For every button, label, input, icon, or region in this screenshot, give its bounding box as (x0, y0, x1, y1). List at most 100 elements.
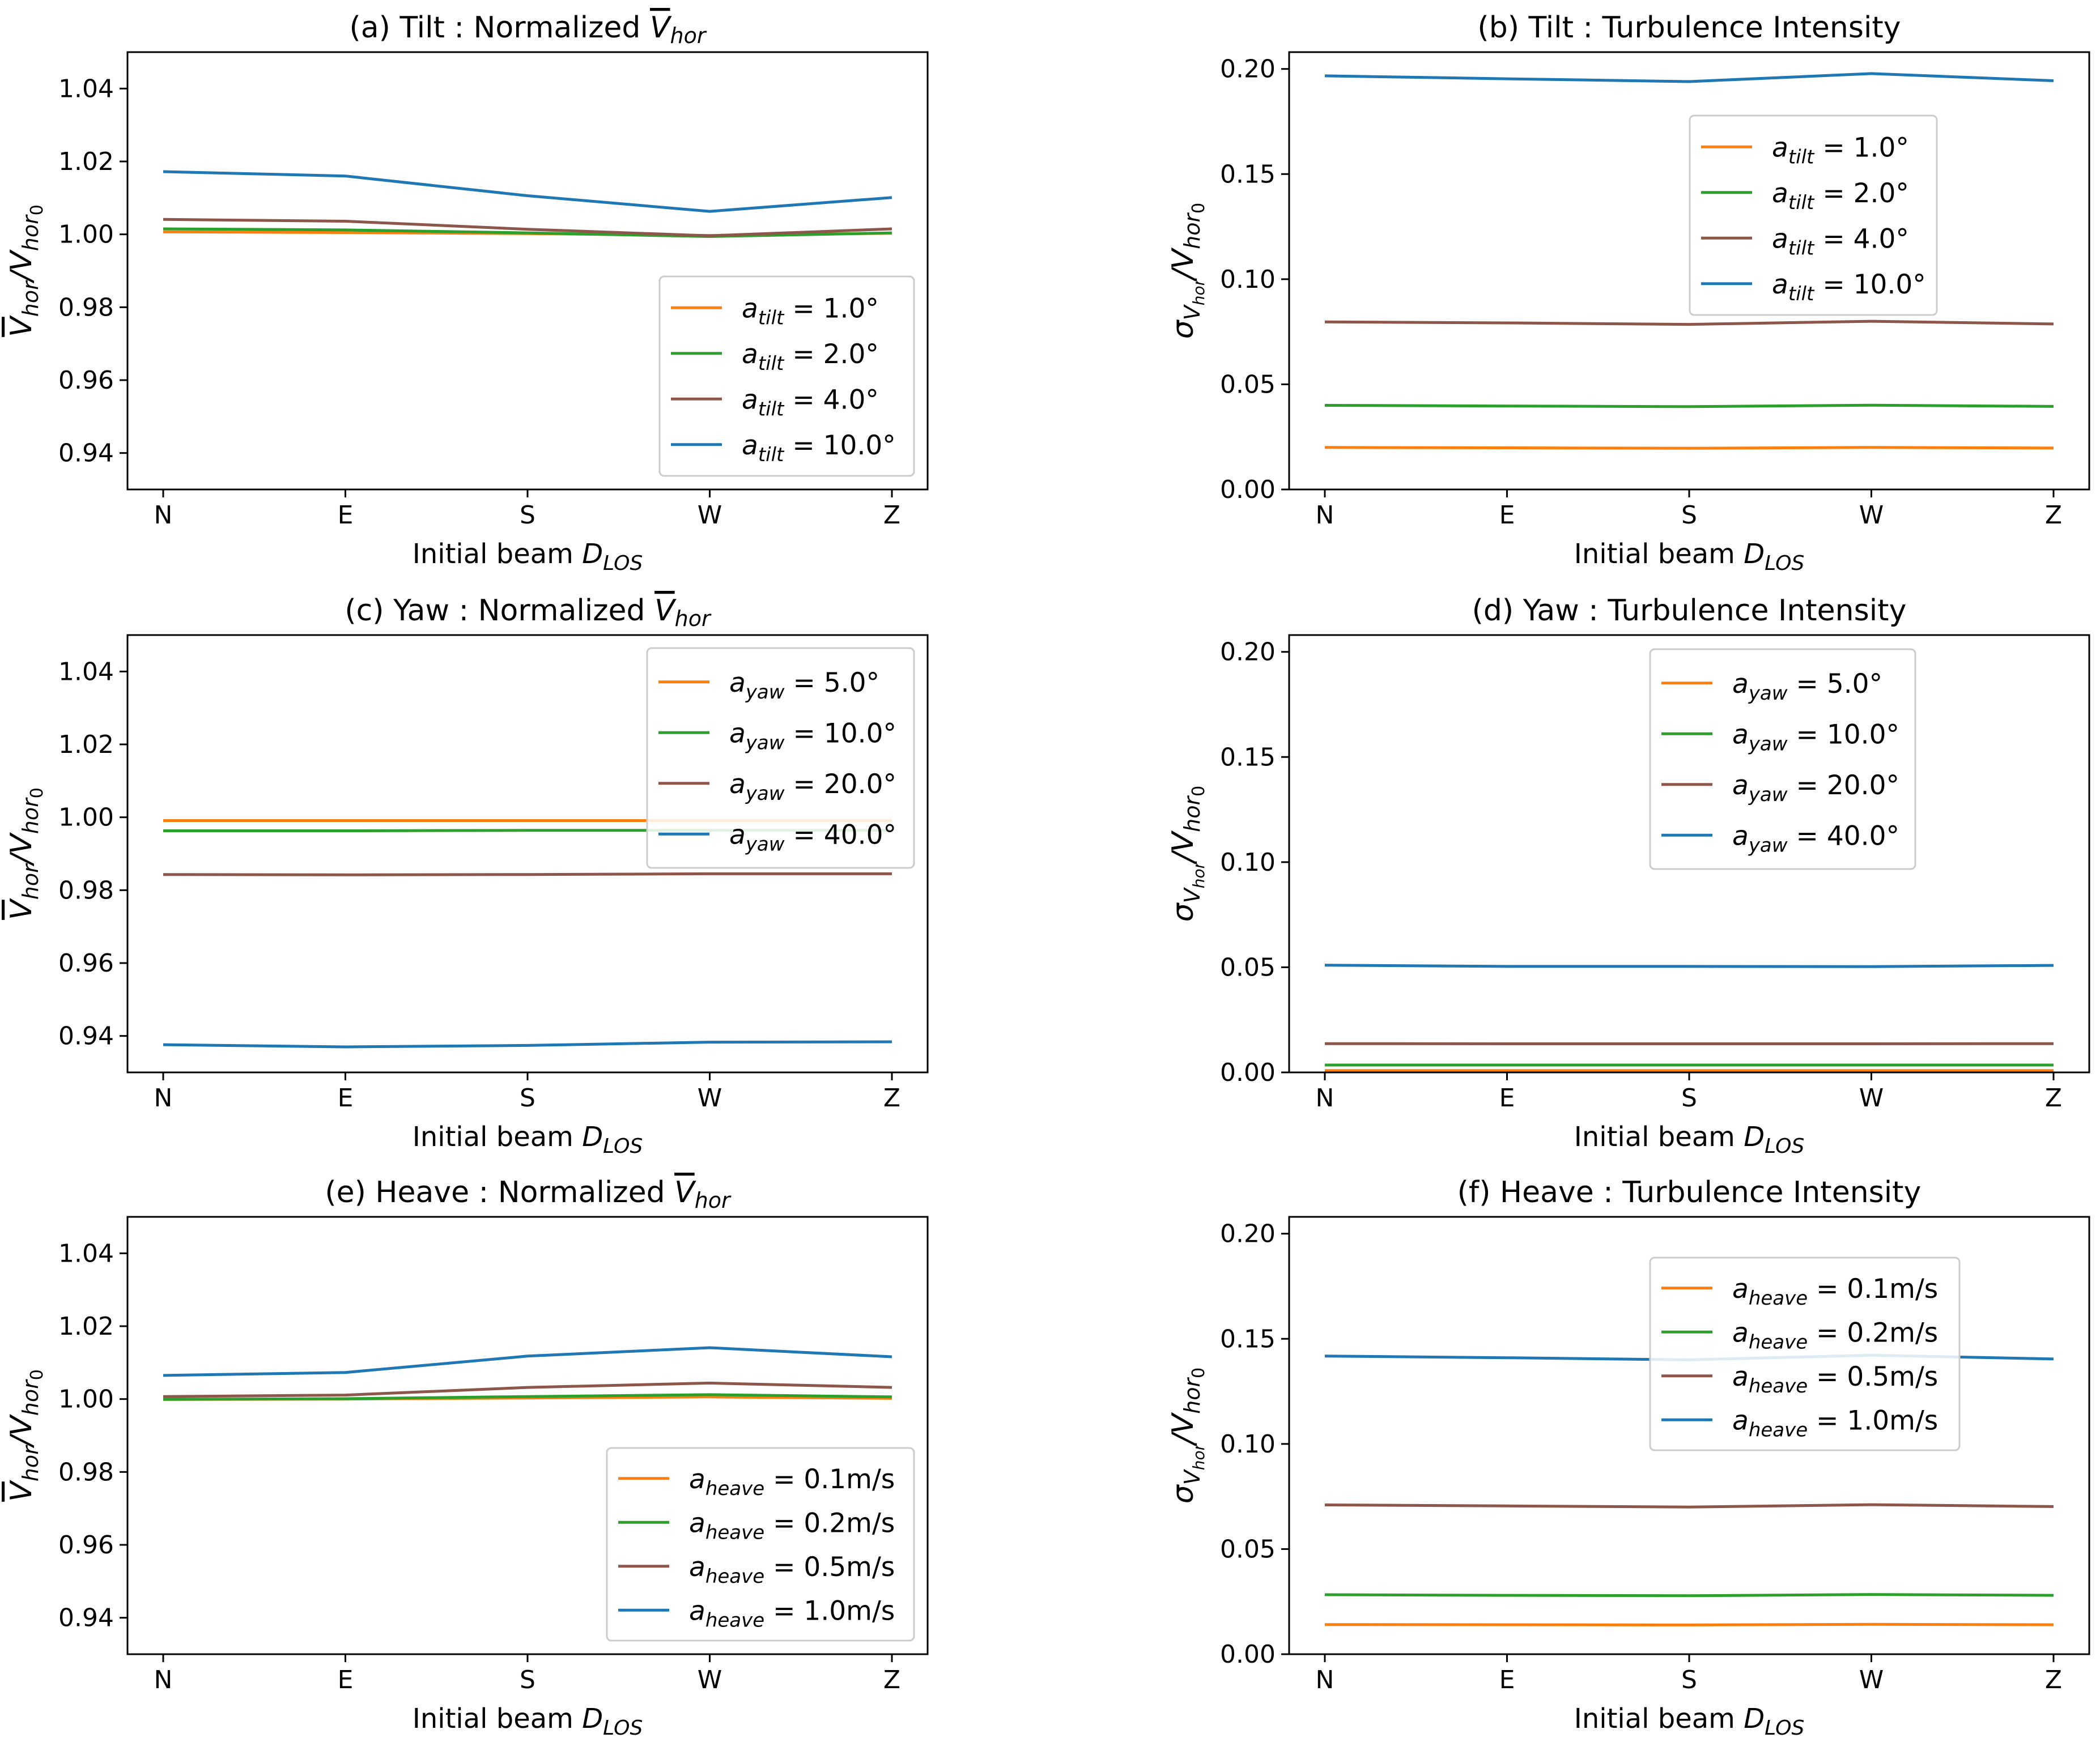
x-axis-label-sub: LOS (603, 1135, 643, 1158)
legend-label: ayaw = 20.0° (729, 769, 896, 805)
panel-d: (d) Yaw : Turbulence Intensity 0.00 0.05 0.… (1166, 594, 2090, 1158)
legend-label: ayaw = 20.0° (1732, 770, 1899, 806)
y-axis-label: Vhor/Vhor0 (5, 1369, 47, 1502)
plot-frame (1288, 51, 2090, 491)
legend-label: aheave = 1.0m/s (689, 1595, 895, 1632)
panel-title: (e) Heave : Normalized Vhor (325, 1175, 732, 1213)
title-text: (b) Tilt : Turbulence Intensity (1477, 11, 1901, 45)
ylab-subsub: hor (1189, 278, 1208, 305)
ylab-zero: 0 (27, 787, 47, 798)
x-axis-label-sub: LOS (1765, 1135, 1804, 1158)
legend-var: a (1732, 820, 1749, 851)
x-tick-label: N (1316, 501, 1334, 530)
series-line-brown (163, 872, 892, 876)
legend-var: a (1732, 770, 1749, 801)
legend-value: = 4.0° (1814, 223, 1909, 254)
legend-value: = 0.1m/s (764, 1464, 895, 1495)
ylab-sigma: σ (1166, 1484, 1200, 1504)
y-tick-label: 0.00 (1220, 1640, 1276, 1669)
y-tick-label: 0.05 (1220, 953, 1276, 982)
x-axis-label-text: Initial beam (1574, 538, 1744, 570)
x-axis-label: Initial beam DLOS (413, 1703, 643, 1740)
legend: atilt = 1.0°atilt = 2.0°atilt = 4.0°atil… (1689, 114, 1938, 316)
y-tick-label: 0.98 (58, 293, 114, 322)
y-tick-label: 0.98 (58, 1458, 114, 1487)
x-tick-label: W (698, 501, 722, 530)
title-var: V (650, 11, 672, 45)
x-tick-label: E (1499, 501, 1515, 530)
legend-label: aheave = 0.1m/s (689, 1464, 895, 1500)
legend-var: a (689, 1595, 705, 1626)
legend-value: = 10.0° (784, 430, 895, 461)
ylab-sub: hor (1180, 795, 1205, 832)
legend-sub: yaw (1748, 682, 1788, 705)
series-line-brown (163, 1381, 892, 1398)
ylab-sub: hor (18, 214, 43, 251)
x-tick-label: W (1859, 1084, 1884, 1113)
legend-value: = 0.2m/s (1808, 1317, 1938, 1348)
legend-var: a (689, 1464, 705, 1495)
legend-label: atilt = 10.0° (742, 430, 896, 466)
title-text: (f) Heave : Turbulence Intensity (1457, 1175, 1922, 1209)
ylab-zero: 0 (1189, 786, 1209, 797)
y-tick-label: 0.20 (1220, 55, 1276, 84)
ylab-sub: hor (1180, 212, 1205, 249)
legend-var: a (1732, 668, 1749, 700)
legend-label: ayaw = 10.0° (1732, 719, 1899, 755)
series-line-green (163, 1393, 892, 1401)
x-axis-label-var: D (1744, 538, 1765, 570)
legend-label: ayaw = 5.0° (729, 667, 879, 704)
ylab-slash: /V (1166, 830, 1200, 864)
legend-value: = 5.0° (1788, 668, 1883, 700)
legend-value: = 1.0m/s (1808, 1405, 1938, 1436)
y-tick-label: 0.96 (58, 1531, 114, 1560)
plot-frame (126, 51, 929, 491)
y-tick-label: 0.05 (1220, 370, 1276, 399)
legend-value: = 40.0° (785, 819, 896, 850)
title-text: (d) Yaw : Turbulence Intensity (1472, 594, 1907, 628)
title-sub: hor (670, 23, 707, 48)
legend-value: = 1.0° (1814, 132, 1909, 163)
panel-title: (d) Yaw : Turbulence Intensity (1472, 594, 1907, 628)
x-tick-label: W (1859, 501, 1884, 530)
ylab-sub: V (1180, 1468, 1205, 1485)
ylab-sub: hor (18, 1445, 43, 1481)
x-tick-label: W (698, 1666, 722, 1694)
legend-var: a (1772, 269, 1788, 300)
y-axis-label: σVhor/Vhor0 (1166, 786, 1209, 922)
title-text: (c) Yaw : Normalized (345, 594, 654, 628)
legend-label: ayaw = 5.0° (1732, 668, 1882, 705)
x-axis-label: Initial beam DLOS (413, 538, 643, 575)
x-tick-label: N (154, 501, 173, 530)
ylab-subsub: hor (1189, 861, 1208, 888)
y-tick-label: 0.00 (1220, 1058, 1276, 1087)
legend-value: = 0.1m/s (1808, 1274, 1938, 1305)
x-tick-label: S (1681, 1666, 1697, 1694)
x-tick-label: E (338, 1084, 354, 1113)
legend: ayaw = 5.0°ayaw = 10.0°ayaw = 20.0°ayaw … (646, 647, 915, 869)
y-tick-label: 0.10 (1220, 848, 1276, 877)
x-axis-label-sub: LOS (1765, 552, 1804, 575)
legend-value: = 0.5m/s (764, 1552, 895, 1583)
x-axis-label: Initial beam DLOS (1574, 1703, 1805, 1740)
x-tick-label: E (1499, 1666, 1515, 1694)
legend-sub: heave (1749, 1287, 1808, 1310)
y-tick-label: 0.20 (1220, 638, 1276, 667)
ylab-v: V (5, 1480, 39, 1502)
series-line-brown (1324, 1503, 2054, 1509)
y-tick-label: 1.00 (58, 1385, 114, 1414)
legend-value: = 10.0° (1788, 719, 1899, 750)
series-line-orange (1324, 1622, 2054, 1626)
legend-box (646, 647, 915, 869)
x-axis-label: Initial beam DLOS (413, 1121, 643, 1158)
legend-sub: tilt (758, 352, 785, 375)
x-tick-label: Z (883, 1666, 900, 1694)
legend-value: = 10.0° (1814, 269, 1925, 300)
legend-label: ayaw = 10.0° (729, 718, 896, 754)
x-axis-label: Initial beam DLOS (1574, 1121, 1805, 1158)
legend-sub: tilt (758, 398, 785, 420)
legend-value: = 10.0° (785, 718, 896, 749)
y-tick-label: 1.00 (58, 220, 114, 249)
title-var: V (654, 594, 677, 628)
y-axis-label: Vhor/Vhor0 (5, 787, 47, 920)
